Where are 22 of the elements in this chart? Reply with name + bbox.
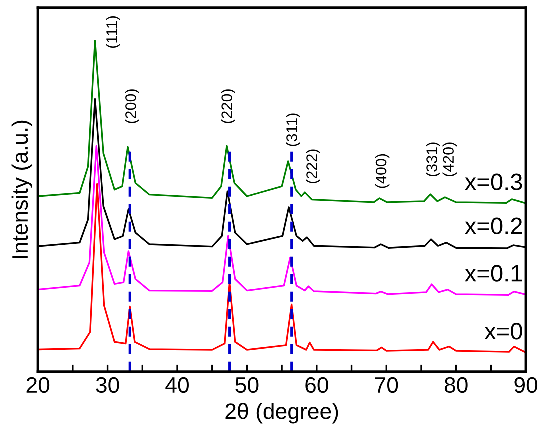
series-label: x=0.3 (465, 174, 522, 191)
x-tick-label: 70 (375, 377, 398, 394)
series-label: x=0 (484, 323, 522, 340)
x-tick-label: 60 (306, 377, 328, 394)
series-label: x=0.2 (465, 218, 522, 235)
x-tick-label: 30 (96, 377, 120, 394)
x-tick-label: 50 (236, 377, 259, 394)
series-label: x=0.1 (465, 265, 522, 282)
annotation: (400) (375, 154, 390, 188)
annotation: (420) (442, 142, 458, 177)
x-tick-label: 80 (444, 377, 468, 394)
x-tick-label: 90 (514, 377, 538, 394)
x-axis-title: 2θ (degree) (226, 403, 338, 424)
annotation: (220) (221, 90, 236, 124)
annotation: (200) (125, 90, 140, 124)
annotation: (331) (426, 142, 440, 177)
x-tick-label: 40 (166, 377, 189, 394)
annotation: (222) (306, 150, 320, 184)
x-tick-label: 20 (26, 377, 50, 394)
y-axis-title: Intensity (a.u.) (12, 120, 33, 258)
annotation: (311) (286, 114, 300, 146)
annotation: (111) (106, 16, 120, 48)
